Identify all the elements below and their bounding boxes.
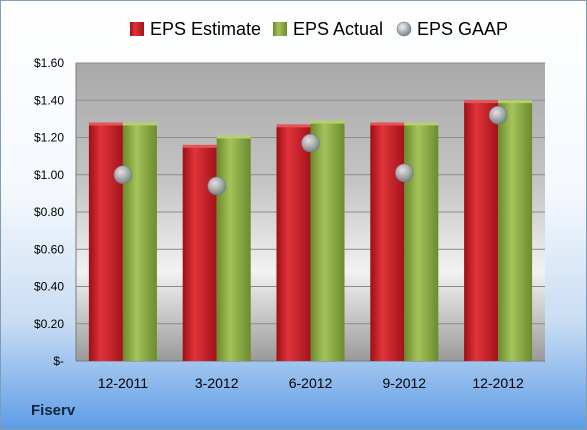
marker-eps-gaap (113, 165, 133, 185)
bar-top-highlight (404, 122, 439, 126)
legend-swatch (273, 22, 287, 36)
x-axis: 12-2011 3-2012 6-2012 9-2012 12-2012 (98, 375, 524, 391)
legend: EPS Estimate EPS Actual EPS GAAP (130, 19, 508, 39)
bar-eps-estimate (370, 124, 405, 362)
y-tick-label: $- (53, 354, 64, 368)
bar-top-highlight (464, 100, 499, 104)
y-tick-label: $0.40 (34, 280, 64, 294)
bar-top-highlight (498, 100, 533, 104)
bar-top-highlight (182, 144, 217, 148)
y-axis: $- $0.20 $0.40 $0.60 $0.80 $1.00 $1.20 $1.40 $1.… (34, 56, 77, 368)
bar-eps-estimate (464, 102, 499, 362)
legend-label: EPS Actual (293, 19, 383, 39)
bar-top-highlight (310, 120, 345, 124)
y-tick-label: $0.80 (34, 205, 64, 219)
bar-top-highlight (216, 135, 251, 139)
bar-top-highlight (122, 122, 157, 126)
bars (88, 100, 533, 362)
marker-eps-gaap (207, 176, 226, 196)
bar-eps-actual (404, 124, 439, 362)
y-tick-label: $0.20 (34, 317, 64, 331)
x-tick-label: 9-2012 (383, 375, 427, 391)
x-tick-label: 12-2011 (98, 375, 149, 391)
y-tick-label: $1.20 (34, 131, 64, 145)
bar-eps-estimate (276, 126, 311, 361)
bar-top-highlight (276, 124, 311, 128)
bar-eps-actual (122, 124, 157, 362)
x-tick-label: 3-2012 (195, 375, 239, 391)
company-label: Fiserv (31, 402, 76, 419)
bar-top-highlight (370, 122, 405, 126)
marker-eps-gaap (488, 105, 508, 125)
legend-swatch (130, 22, 144, 36)
gaap-markers (113, 105, 508, 196)
legend-swatch (396, 21, 412, 37)
legend-label: EPS GAAP (417, 19, 508, 39)
bar-eps-actual (310, 122, 345, 361)
bar-eps-estimate (88, 124, 123, 362)
x-tick-label: 6-2012 (289, 375, 333, 391)
y-tick-label: $0.60 (34, 242, 64, 256)
x-tick-label: 12-2012 (472, 375, 524, 391)
legend-label: EPS Estimate (150, 19, 261, 39)
bar-eps-actual (498, 102, 533, 362)
y-tick-label: $1.40 (34, 93, 64, 107)
bar-eps-actual (216, 137, 251, 361)
bar-top-highlight (88, 122, 123, 126)
marker-eps-gaap (394, 163, 414, 183)
marker-eps-gaap (301, 133, 320, 153)
y-tick-label: $1.60 (34, 56, 64, 70)
y-tick-label: $1.00 (34, 168, 64, 182)
